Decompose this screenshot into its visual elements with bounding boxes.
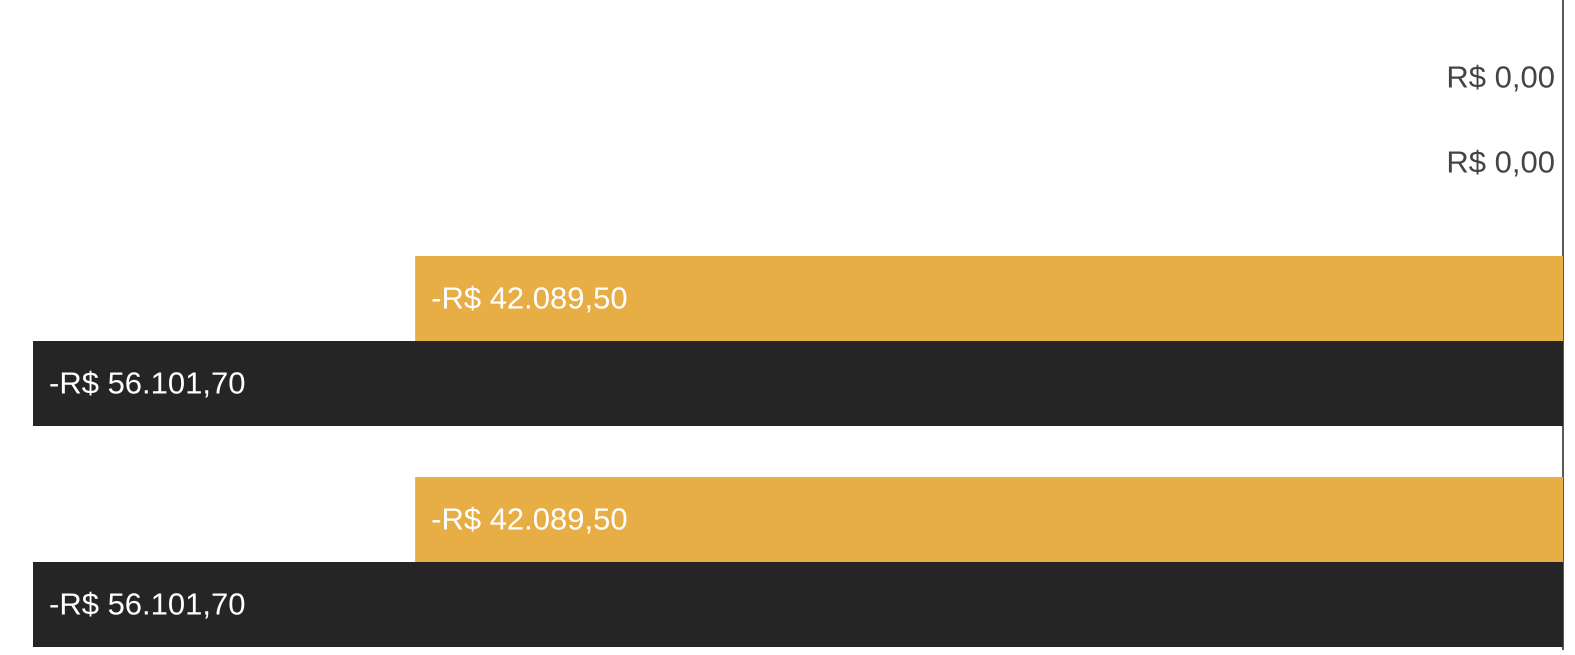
bar bbox=[415, 256, 1563, 341]
bar bbox=[33, 341, 1563, 426]
bar bbox=[415, 477, 1563, 562]
bar bbox=[33, 562, 1563, 647]
data-label: -R$ 42.089,50 bbox=[431, 281, 627, 316]
data-label: -R$ 56.101,70 bbox=[49, 366, 245, 401]
data-label: -R$ 42.089,50 bbox=[431, 502, 627, 537]
data-label: R$ 0,00 bbox=[1446, 60, 1555, 95]
data-label: R$ 0,00 bbox=[1446, 145, 1555, 180]
data-label: -R$ 56.101,70 bbox=[49, 587, 245, 622]
